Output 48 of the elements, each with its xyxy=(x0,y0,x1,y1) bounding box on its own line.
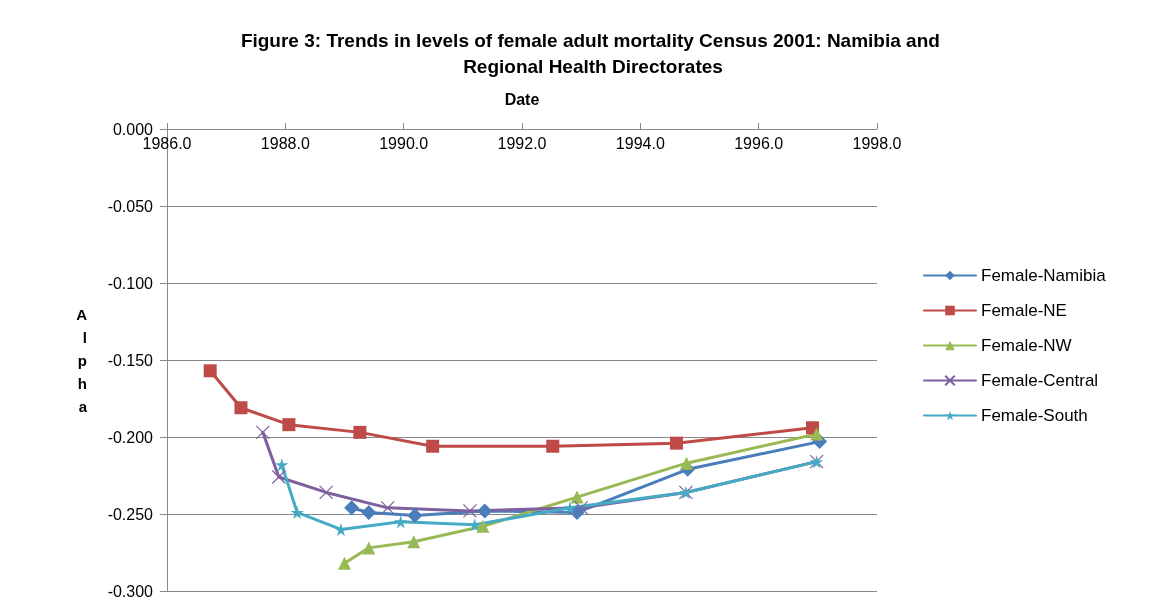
legend-label: Female-NE xyxy=(981,301,1067,320)
point xyxy=(319,485,334,500)
x-tick-label: 1996.0 xyxy=(734,134,784,152)
point xyxy=(476,519,490,533)
point xyxy=(426,439,440,453)
x-tick-label: 1990.0 xyxy=(379,134,429,152)
point xyxy=(477,503,493,519)
point xyxy=(361,504,377,520)
y-tick-label: -0.050 xyxy=(107,197,154,215)
y-tick-label: -0.100 xyxy=(107,274,154,292)
y-tick-label: -0.300 xyxy=(107,582,154,600)
point xyxy=(362,541,376,555)
chart-title: Figure 3: Trends in levels of female adult mortality Census 2001: Namibia and Regional Health Directorates xyxy=(240,29,946,77)
point xyxy=(574,500,589,515)
y-tick-label: -0.200 xyxy=(107,428,154,446)
point xyxy=(271,469,286,485)
point xyxy=(810,427,824,441)
point xyxy=(338,556,351,570)
y-tick-label: -0.150 xyxy=(107,351,154,369)
point xyxy=(407,535,421,549)
x-tick-label: 1988.0 xyxy=(260,134,310,152)
point xyxy=(407,508,423,524)
x-tick-label: 1998.0 xyxy=(852,134,902,152)
point xyxy=(679,456,693,470)
point xyxy=(546,439,560,453)
legend-label: Female-Namibia xyxy=(981,266,1107,285)
point xyxy=(570,490,584,504)
point xyxy=(344,500,360,516)
point xyxy=(282,418,296,432)
point xyxy=(290,505,304,519)
y-tick-label: -0.250 xyxy=(107,505,154,523)
x-axis-title: Date xyxy=(504,90,540,108)
point xyxy=(234,401,248,415)
point xyxy=(275,458,289,472)
point xyxy=(563,501,577,515)
point xyxy=(394,515,408,529)
legend-label: Female-NW xyxy=(981,336,1072,355)
point xyxy=(255,425,270,440)
point xyxy=(203,364,217,378)
point xyxy=(669,436,683,450)
point xyxy=(353,425,367,439)
x-tick-label: 1994.0 xyxy=(615,134,665,152)
legend-label: Female-Central xyxy=(981,371,1099,390)
x-tick-label: 1992.0 xyxy=(497,134,547,152)
legend-label: Female-South xyxy=(981,406,1088,425)
y-axis-title: Alpha xyxy=(76,305,88,415)
point xyxy=(462,503,478,519)
point xyxy=(380,500,395,515)
